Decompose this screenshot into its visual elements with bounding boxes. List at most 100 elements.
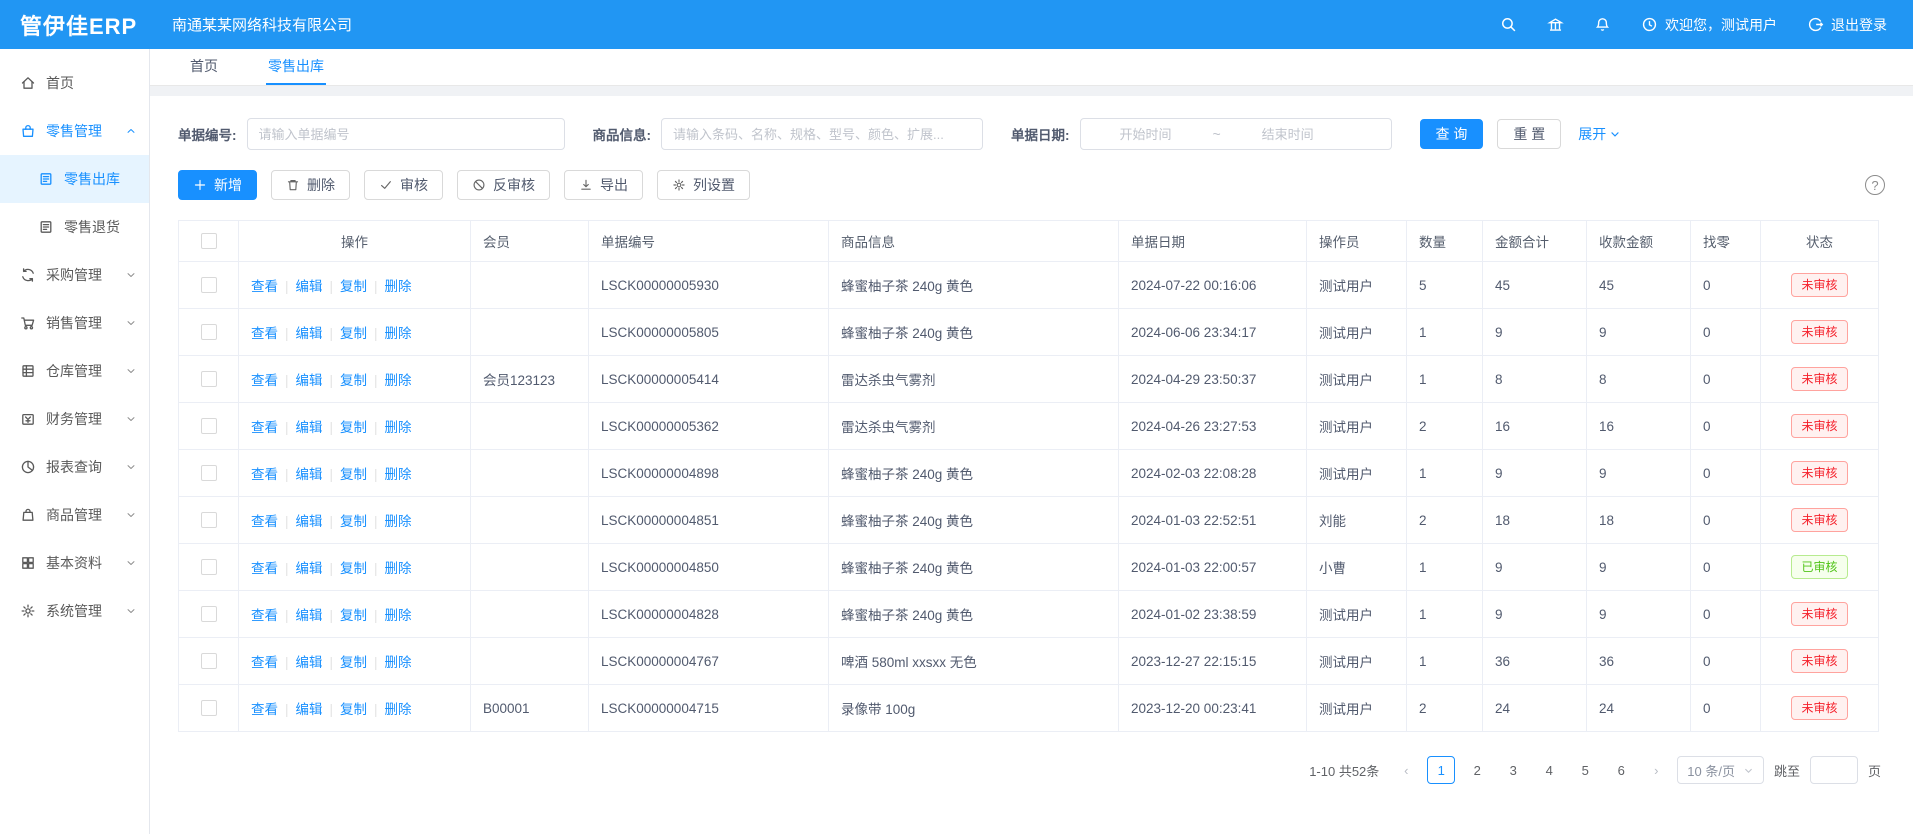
toolbar-button-3[interactable]: 反审核: [457, 170, 550, 200]
row-action-2[interactable]: 复制: [340, 608, 368, 623]
prev-page-icon[interactable]: ‹: [1404, 762, 1409, 778]
search-icon[interactable]: [1500, 16, 1517, 33]
next-page-icon[interactable]: ›: [1654, 762, 1659, 778]
row-checkbox[interactable]: [200, 653, 217, 670]
row-action-0[interactable]: 查看: [251, 655, 278, 670]
sidebar-item-10[interactable]: 基本资料: [0, 539, 149, 587]
row-action-0[interactable]: 查看: [251, 514, 278, 529]
date-end-input[interactable]: [1228, 126, 1347, 142]
reset-button[interactable]: 重 置: [1497, 119, 1562, 149]
row-action-0[interactable]: 查看: [251, 467, 278, 482]
welcome-user[interactable]: 欢迎您，测试用户: [1641, 15, 1777, 35]
date-start-input[interactable]: [1086, 126, 1205, 142]
row-action-3[interactable]: 删除: [384, 467, 412, 482]
row-action-1[interactable]: 编辑: [295, 655, 323, 670]
sidebar-item-9[interactable]: 商品管理: [0, 491, 149, 539]
help-icon[interactable]: ?: [1865, 175, 1885, 195]
row-action-2[interactable]: 复制: [340, 467, 368, 482]
row-action-3[interactable]: 删除: [384, 655, 412, 670]
row-action-2[interactable]: 复制: [340, 702, 368, 717]
status-badge: 已审核: [1791, 555, 1848, 579]
row-action-1[interactable]: 编辑: [295, 514, 323, 529]
row-checkbox[interactable]: [200, 371, 217, 388]
sidebar-item-7[interactable]: 财务管理: [0, 395, 149, 443]
sidebar-item-2[interactable]: 零售出库: [0, 155, 149, 203]
toolbar-button-0[interactable]: 新增: [178, 170, 257, 200]
product-info-input[interactable]: [661, 118, 983, 150]
row-action-1[interactable]: 编辑: [295, 279, 323, 294]
page-number-6[interactable]: 6: [1617, 762, 1625, 778]
sidebar-item-6[interactable]: 仓库管理: [0, 347, 149, 395]
logout-button[interactable]: 退出登录: [1807, 15, 1887, 35]
row-action-2[interactable]: 复制: [340, 326, 368, 341]
row-action-0[interactable]: 查看: [251, 326, 278, 341]
toolbar-button-2[interactable]: 审核: [364, 170, 443, 200]
sidebar-item-1[interactable]: 零售管理: [0, 107, 149, 155]
expand-link[interactable]: 展开: [1578, 124, 1621, 144]
row-checkbox[interactable]: [200, 512, 217, 529]
page-number-2[interactable]: 2: [1473, 762, 1481, 778]
row-action-1[interactable]: 编辑: [295, 373, 323, 388]
orders-table: 操作 会员 单据编号 商品信息 单据日期 操作员 数量 金额合计 收款金额 找零 状态 查看 | 编辑 |…: [178, 220, 1879, 732]
table-body: 查看 | 编辑 | 复制 | 删除 LSCK00000005930 蜂蜜柚子茶 240g 黄色 2…: [178, 261, 1879, 732]
row-action-2[interactable]: 复制: [340, 420, 368, 435]
toolbar-button-4[interactable]: 导出: [564, 170, 643, 200]
tab-home[interactable]: 首页: [190, 58, 218, 74]
page-number-3[interactable]: 3: [1509, 762, 1517, 778]
jump-page-input[interactable]: [1809, 756, 1858, 784]
toolbar-button-1[interactable]: 删除: [271, 170, 350, 200]
bank-icon[interactable]: [1547, 16, 1564, 33]
toolbar-button-5[interactable]: 列设置: [657, 170, 750, 200]
row-action-3[interactable]: 删除: [384, 373, 412, 388]
row-action-1[interactable]: 编辑: [295, 608, 323, 623]
sidebar-item-0[interactable]: 首页: [0, 59, 149, 107]
row-checkbox[interactable]: [200, 559, 217, 576]
sidebar-item-11[interactable]: 系统管理: [0, 587, 149, 635]
row-checkbox[interactable]: [200, 606, 217, 623]
row-action-3[interactable]: 删除: [384, 702, 412, 717]
row-action-3[interactable]: 删除: [384, 326, 412, 341]
sidebar-item-5[interactable]: 销售管理: [0, 299, 149, 347]
row-checkbox[interactable]: [200, 465, 217, 482]
row-action-0[interactable]: 查看: [251, 702, 278, 717]
search-button[interactable]: 查 询: [1419, 119, 1484, 149]
row-action-2[interactable]: 复制: [340, 279, 368, 294]
row-action-3[interactable]: 删除: [384, 420, 412, 435]
row-checkbox[interactable]: [200, 418, 217, 435]
page-number-4[interactable]: 4: [1545, 762, 1553, 778]
row-action-2[interactable]: 复制: [340, 655, 368, 670]
row-action-0[interactable]: 查看: [251, 373, 278, 388]
row-action-3[interactable]: 删除: [384, 279, 412, 294]
row-action-3[interactable]: 删除: [384, 561, 412, 576]
row-action-2[interactable]: 复制: [340, 514, 368, 529]
row-action-2[interactable]: 复制: [340, 373, 368, 388]
row-action-0[interactable]: 查看: [251, 279, 278, 294]
row-action-1[interactable]: 编辑: [295, 326, 323, 341]
page-number-1[interactable]: 1: [1427, 756, 1456, 784]
sidebar-item-3[interactable]: 零售退货: [0, 203, 149, 251]
page-size-select[interactable]: 10 条/页: [1677, 756, 1764, 784]
sidebar-item-8[interactable]: 报表查询: [0, 443, 149, 491]
tab-retail-outbound[interactable]: 零售出库: [266, 49, 326, 85]
sidebar-item-4[interactable]: 采购管理: [0, 251, 149, 299]
row-action-0[interactable]: 查看: [251, 420, 278, 435]
row-action-3[interactable]: 删除: [384, 608, 412, 623]
row-action-0[interactable]: 查看: [251, 608, 278, 623]
row-checkbox[interactable]: [200, 324, 217, 341]
select-all-checkbox[interactable]: [200, 233, 217, 250]
row-action-1[interactable]: 编辑: [295, 561, 323, 576]
row-checkbox[interactable]: [200, 700, 217, 717]
row-action-2[interactable]: 复制: [340, 561, 368, 576]
bill-no-input[interactable]: [246, 118, 565, 150]
row-checkbox[interactable]: [200, 277, 217, 294]
row-action-0[interactable]: 查看: [251, 561, 278, 576]
row-action-1[interactable]: 编辑: [295, 420, 323, 435]
date-range-picker[interactable]: ~: [1079, 118, 1392, 150]
cell-product: 雷达杀虫气雾剂: [828, 355, 1119, 403]
row-action-3[interactable]: 删除: [384, 514, 412, 529]
row-action-1[interactable]: 编辑: [295, 467, 323, 482]
column-header-0: 操作: [238, 220, 471, 262]
bell-icon[interactable]: [1594, 16, 1611, 33]
row-action-1[interactable]: 编辑: [295, 702, 323, 717]
page-number-5[interactable]: 5: [1581, 762, 1589, 778]
